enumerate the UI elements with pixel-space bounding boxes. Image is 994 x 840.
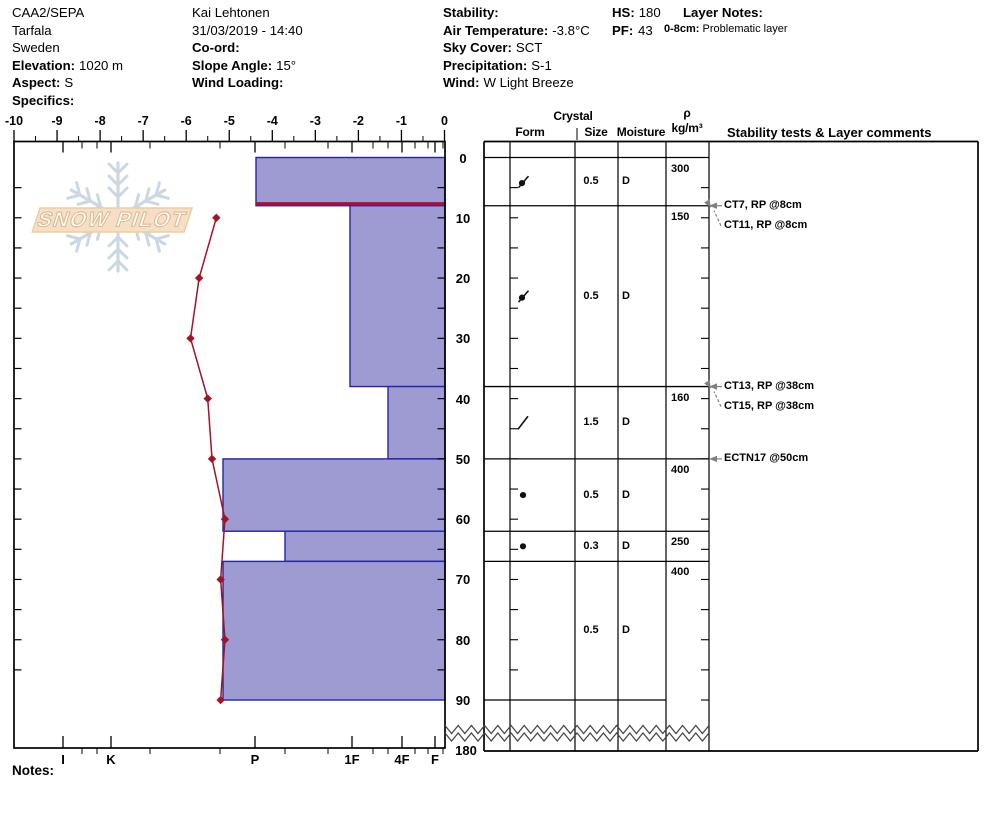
header-field-value: Tarfala bbox=[12, 22, 52, 38]
temperature-point bbox=[207, 454, 217, 464]
header-field: PF: 43 bbox=[612, 22, 661, 40]
header-field-value: 180 bbox=[638, 5, 661, 20]
temperature-point bbox=[220, 514, 230, 524]
form-column-header: Form bbox=[515, 125, 545, 139]
header-field: Air Temperature: -3.8°C bbox=[443, 22, 590, 40]
logo-banner: SNOW PILOT bbox=[31, 207, 193, 233]
temperature-point bbox=[203, 394, 212, 403]
depth-break-zigzag bbox=[444, 732, 710, 742]
snowpilot-logo: SNOW PILOT bbox=[31, 161, 193, 273]
header-field: Elevation: 1020 m bbox=[12, 57, 123, 75]
temperature-point bbox=[216, 575, 225, 584]
layer-note-text: Problematic layer bbox=[702, 23, 788, 35]
header-field: Slope Angle: 15° bbox=[192, 57, 303, 75]
header-field-value: Kai Lehtonen bbox=[192, 5, 270, 20]
layer-bar bbox=[349, 205, 446, 388]
header-field-label: Specifics: bbox=[12, 92, 75, 108]
header-column: Kai Lehtonen 31/03/2019 - 14:40 Co-ord: Slo… bbox=[192, 4, 303, 92]
layer-notes-title: Layer Notes: bbox=[683, 5, 763, 20]
temperature-point bbox=[212, 213, 221, 222]
temperature-profile bbox=[186, 213, 230, 705]
header-field-label: Air Temperature: bbox=[443, 22, 549, 38]
header-column: Stability: Air Temperature: -3.8°C Sky Cove… bbox=[443, 4, 590, 92]
header-field-value: 1020 m bbox=[79, 57, 124, 73]
density-unit-header: kg/m³ bbox=[671, 121, 703, 135]
grain-form-symbols bbox=[517, 175, 530, 550]
header-field-label: Wind Loading: bbox=[192, 75, 284, 91]
comments-column-header: Stability tests & Layer comments bbox=[727, 125, 932, 140]
grain-form-dot-icon bbox=[519, 543, 527, 550]
header-info: CAA2/SEPA Tarfala Sweden Elevation: 1020 m As… bbox=[0, 0, 994, 110]
header-field-label: PF: bbox=[612, 22, 634, 38]
header-field: Wind: W Light Breeze bbox=[443, 74, 590, 92]
header-column: CAA2/SEPA Tarfala Sweden Elevation: 1020 m As… bbox=[12, 4, 123, 110]
header-field: HS: 180 bbox=[612, 4, 661, 22]
layer-bar bbox=[222, 458, 446, 532]
layer-table-grid bbox=[444, 128, 979, 752]
header-field-label: Elevation: bbox=[12, 57, 76, 73]
layer-bar bbox=[222, 560, 446, 701]
header-field-value: 31/03/2019 - 14:40 bbox=[192, 22, 303, 38]
header-field-label: Sky Cover: bbox=[443, 40, 512, 56]
temperature-point bbox=[194, 273, 204, 283]
density-symbol-header: ρ bbox=[683, 106, 691, 120]
layer-note-depth: 0-8cm: bbox=[664, 23, 703, 35]
header-field-value: 43 bbox=[638, 22, 653, 38]
header-field: CAA2/SEPA bbox=[12, 4, 123, 22]
layer-bar bbox=[387, 385, 446, 460]
header-field: Stability: bbox=[443, 4, 590, 22]
header-field: Precipitation: S-1 bbox=[443, 57, 590, 75]
header-field: Specifics: bbox=[12, 92, 123, 110]
header-field: 31/03/2019 - 14:40 bbox=[192, 22, 303, 40]
header-field: Sky Cover: SCT bbox=[443, 39, 590, 57]
header-field-label: Co-ord: bbox=[192, 40, 240, 56]
crystal-column-group-header: Crystal bbox=[553, 109, 593, 123]
header-field-value: SCT bbox=[515, 40, 543, 56]
header-column: HS: 180 PF: 43 bbox=[612, 4, 661, 39]
temperature-point bbox=[216, 695, 225, 705]
temperature-point bbox=[220, 635, 230, 644]
depth-break-zigzag bbox=[444, 724, 710, 735]
header-field: Wind Loading: bbox=[192, 74, 303, 92]
header-field-value: S bbox=[64, 75, 74, 91]
header-field: Kai Lehtonen bbox=[192, 4, 303, 22]
logo-text: SNOW PILOT bbox=[34, 208, 189, 231]
header-field-label: Aspect: bbox=[12, 75, 61, 91]
layer-note-entry: 0-8cm: Problematic layer bbox=[664, 23, 788, 36]
hardness-bars bbox=[222, 156, 446, 701]
header-field-value: S-1 bbox=[531, 57, 552, 73]
header-field-label: HS: bbox=[612, 5, 635, 20]
layer-bar bbox=[284, 530, 446, 563]
header-field: Sweden bbox=[12, 39, 123, 57]
temperature-point bbox=[186, 334, 195, 343]
header-field-value: Sweden bbox=[12, 40, 60, 56]
chart-frame bbox=[13, 130, 446, 754]
header-field-label: Precipitation: bbox=[443, 57, 528, 73]
layer-bar bbox=[255, 156, 446, 207]
size-column-header: Size bbox=[584, 125, 608, 139]
notes-label: Notes: bbox=[12, 763, 55, 778]
header-field-value: 15° bbox=[276, 57, 297, 73]
header-field-value: CAA2/SEPA bbox=[12, 5, 85, 20]
header-field-value: -3.8°C bbox=[552, 22, 590, 38]
stability-test-arrows bbox=[704, 199, 722, 463]
header-field-label: Wind: bbox=[443, 75, 480, 91]
header-field: Aspect: S bbox=[12, 74, 123, 92]
header-field: Tarfala bbox=[12, 22, 123, 40]
header-field-label: Stability: bbox=[443, 5, 499, 20]
header-field-value: W Light Breeze bbox=[483, 75, 574, 91]
header-field-label: Slope Angle: bbox=[192, 57, 273, 73]
moisture-column-header: Moisture bbox=[616, 125, 666, 139]
header-field: Co-ord: bbox=[192, 39, 303, 57]
grain-form-dot-icon bbox=[519, 491, 527, 499]
